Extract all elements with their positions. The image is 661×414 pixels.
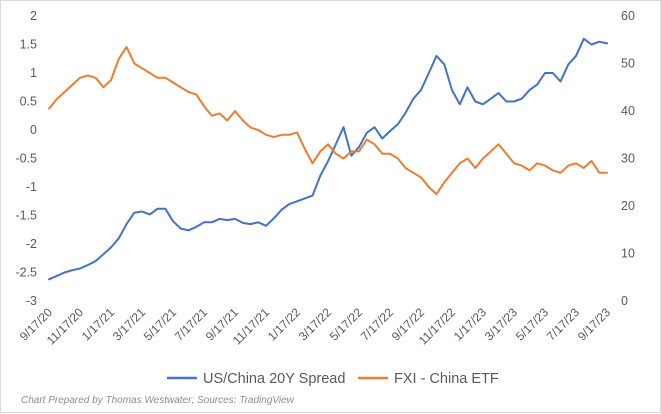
x-tick-label: 1/17/22 <box>265 305 303 343</box>
legend-label: FXI - China ETF <box>394 371 499 387</box>
series-lines <box>48 37 608 281</box>
left-tick-label: 0 <box>30 123 37 137</box>
right-tick-label: 60 <box>621 9 635 23</box>
x-axis-ticks: 9/17/2011/17/201/17/213/17/215/17/217/17… <box>17 305 613 348</box>
right-tick-label: 40 <box>621 104 635 118</box>
x-tick-label: 7/17/21 <box>172 305 210 343</box>
legend: US/China 20Y Spread FXI - China ETF <box>167 371 499 387</box>
left-tick-label: 2 <box>30 9 37 23</box>
x-tick-label: 3/17/22 <box>296 305 334 343</box>
legend-label: US/China 20Y Spread <box>203 371 345 387</box>
x-tick-label: 5/17/21 <box>141 305 179 343</box>
series-line-fxi <box>48 45 608 196</box>
x-tick-label: 9/17/23 <box>575 305 613 343</box>
right-axis-ticks: 60 50 40 30 20 10 0 <box>621 9 635 308</box>
left-tick-label: -2.5 <box>15 266 37 280</box>
left-tick-label: -3 <box>26 294 37 308</box>
right-tick-label: 10 <box>621 247 635 261</box>
left-tick-label: 0.5 <box>20 95 37 109</box>
right-tick-label: 50 <box>621 57 635 71</box>
right-tick-label: 0 <box>621 294 628 308</box>
source-note: Chart Prepared by Thomas Westwater; Sour… <box>21 395 295 406</box>
left-tick-label: -1 <box>26 180 37 194</box>
left-tick-label: -2 <box>26 237 37 251</box>
left-tick-label: -0.5 <box>15 152 37 166</box>
left-tick-label: -1.5 <box>15 209 37 223</box>
x-tick-label: 1/17/21 <box>79 305 117 343</box>
right-tick-label: 20 <box>621 199 635 213</box>
left-tick-label: 1.5 <box>20 38 37 52</box>
x-tick-label: 7/17/22 <box>358 305 396 343</box>
x-tick-label: 1/17/23 <box>451 305 489 343</box>
series-line-spread <box>48 37 608 281</box>
x-tick-label: 7/17/23 <box>544 305 582 343</box>
left-axis-ticks: 2 1.5 1 0.5 0 -0.5 -1 -1.5 -2 -2.5 -3 <box>15 9 37 308</box>
x-tick-label: 3/17/23 <box>482 305 520 343</box>
left-tick-label: 1 <box>30 66 37 80</box>
x-tick-label: 5/17/23 <box>513 305 551 343</box>
right-tick-label: 30 <box>621 152 635 166</box>
x-tick-label: 5/17/22 <box>327 305 365 343</box>
x-tick-label: 3/17/21 <box>110 305 148 343</box>
